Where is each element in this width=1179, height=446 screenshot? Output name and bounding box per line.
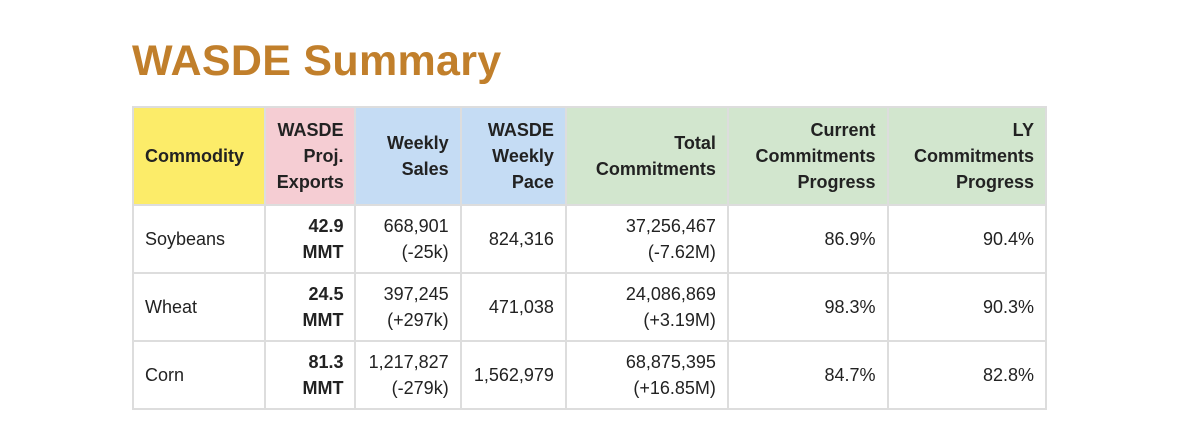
cell-commodity: Corn	[132, 340, 266, 410]
cell-proj-exports: 42.9 MMT	[263, 204, 357, 274]
cell-commodity: Wheat	[132, 272, 266, 342]
header-commodity: Commodity	[132, 106, 266, 206]
page-title: WASDE Summary	[132, 37, 502, 85]
cell-weekly-sales: 1,217,827 (-279k)	[354, 340, 462, 410]
cell-weekly-sales: 397,245 (+297k)	[354, 272, 462, 342]
cell-weekly-pace: 471,038	[459, 272, 567, 342]
cell-ly-progress: 90.3%	[886, 272, 1048, 342]
table-row: Corn 81.3 MMT 1,217,827 (-279k) 1,562,97…	[132, 340, 1048, 410]
cell-total-commitments: 37,256,467 (-7.62M)	[564, 204, 729, 274]
header-wasde-proj-exports: WASDE Proj. Exports	[263, 106, 357, 206]
cell-current-progress: 86.9%	[726, 204, 889, 274]
header-current-commitments-progress: Current Commitments Progress	[726, 106, 889, 206]
cell-total-commitments: 24,086,869 (+3.19M)	[564, 272, 729, 342]
cell-current-progress: 84.7%	[726, 340, 889, 410]
cell-weekly-sales: 668,901 (-25k)	[354, 204, 462, 274]
cell-total-commitments: 68,875,395 (+16.85M)	[564, 340, 729, 410]
header-wasde-weekly-pace: WASDE Weekly Pace	[459, 106, 567, 206]
header-ly-commitments-progress: LY Commitments Progress	[886, 106, 1048, 206]
cell-commodity: Soybeans	[132, 204, 266, 274]
table-row: Soybeans 42.9 MMT 668,901 (-25k) 824,316…	[132, 204, 1048, 274]
cell-current-progress: 98.3%	[726, 272, 889, 342]
cell-weekly-pace: 824,316	[459, 204, 567, 274]
table-row: Wheat 24.5 MMT 397,245 (+297k) 471,038 2…	[132, 272, 1048, 342]
cell-proj-exports: 81.3 MMT	[263, 340, 357, 410]
header-weekly-sales: Weekly Sales	[354, 106, 462, 206]
table-header-row: Commodity WASDE Proj. Exports Weekly Sal…	[132, 106, 1048, 206]
header-total-commitments: Total Commitments	[564, 106, 729, 206]
cell-ly-progress: 90.4%	[886, 204, 1048, 274]
cell-weekly-pace: 1,562,979	[459, 340, 567, 410]
cell-proj-exports: 24.5 MMT	[263, 272, 357, 342]
cell-ly-progress: 82.8%	[886, 340, 1048, 410]
wasde-summary-table: Commodity WASDE Proj. Exports Weekly Sal…	[132, 106, 1048, 410]
